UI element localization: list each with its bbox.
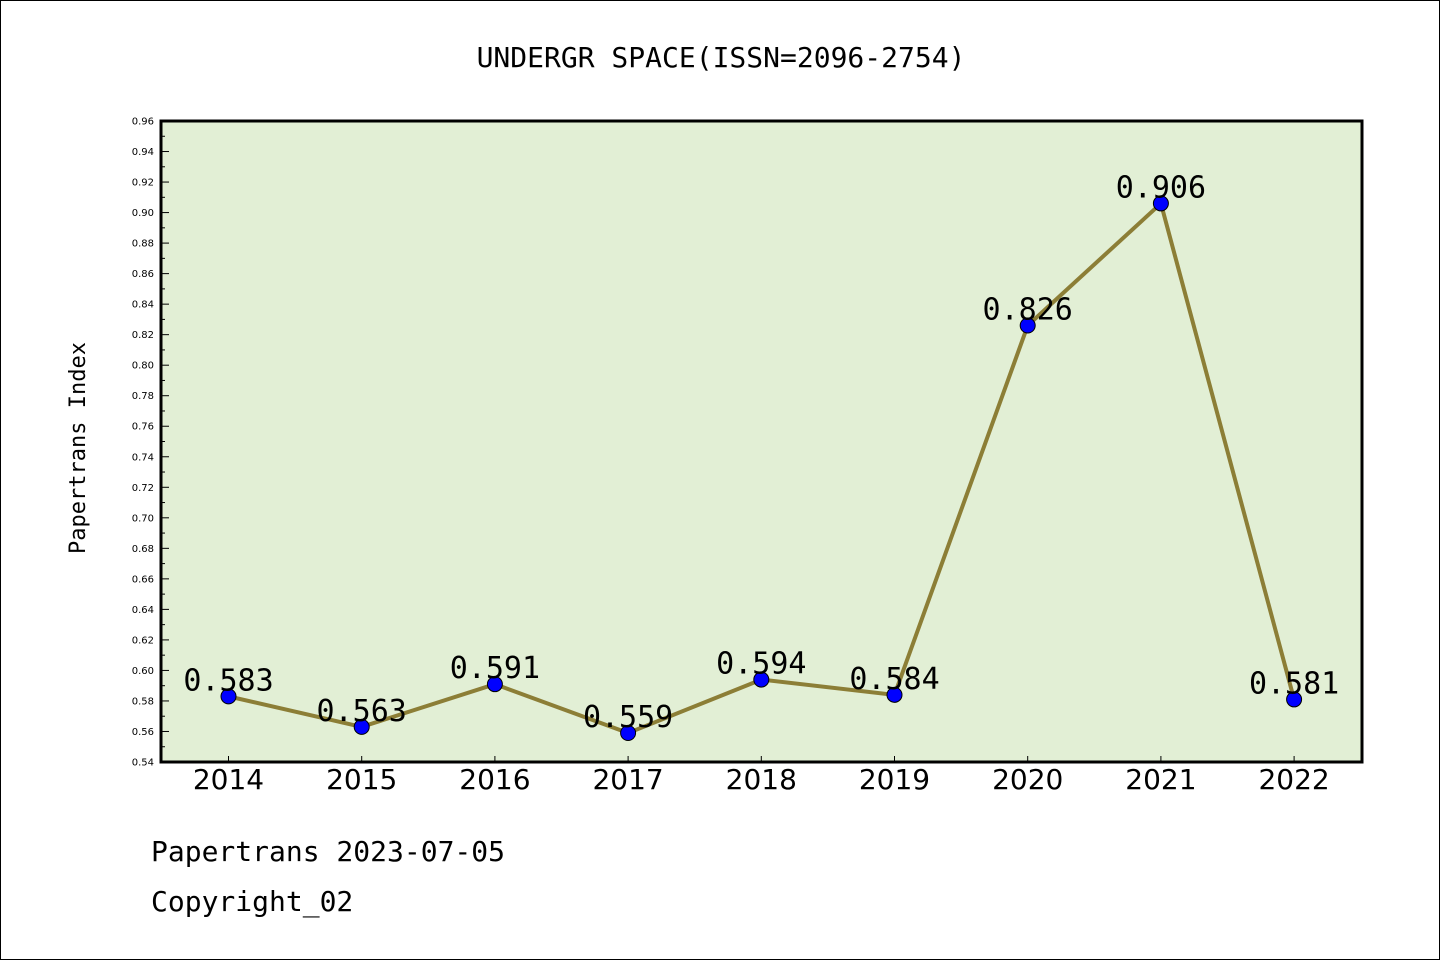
data-label: 0.906 [1116,170,1206,205]
y-tick-label: 0.90 [132,208,154,219]
y-tick-label: 0.60 [132,666,154,677]
y-tick-label: 0.74 [132,452,154,463]
x-tick-label: 2022 [1258,763,1329,796]
data-label: 0.583 [183,663,273,698]
y-tick-label: 0.64 [132,605,154,616]
x-tick-label: 2018 [726,763,797,796]
y-tick-label: 0.72 [132,483,154,494]
data-label: 0.591 [450,651,540,686]
y-tick-label: 0.62 [132,635,154,646]
data-point [1019,317,1036,334]
y-tick-label: 0.88 [132,239,154,250]
data-point [353,718,370,735]
y-axis-label: Papertrans Index [66,342,91,554]
y-tick-label: 0.80 [132,361,154,372]
y-tick-label: 0.84 [132,300,154,311]
data-points-group [220,195,1303,742]
data-label: 0.594 [716,647,806,682]
y-tick-label: 0.68 [132,544,154,555]
data-label: 0.559 [583,700,673,735]
y-tick-label: 0.56 [132,727,154,738]
data-point [486,676,503,693]
y-tick-label: 0.58 [132,696,154,707]
y-tick-label: 0.96 [132,117,154,128]
data-point [753,671,770,688]
data-label: 0.581 [1249,666,1339,701]
x-tick-label: 2014 [193,763,264,796]
y-tick-label: 0.82 [132,330,154,341]
x-tick-label: 2015 [326,763,397,796]
data-point [220,688,237,705]
data-point [1286,691,1303,708]
y-tick-label: 0.76 [132,422,154,433]
y-axis-ticks: 0.54 0.56 0.58 0.60 0.62 0.64 0.66 0.68 0.70 0.72… [132,117,169,769]
data-label: 0.563 [317,694,407,729]
y-tick-label: 0.78 [132,391,154,402]
y-tick-label: 0.94 [132,147,154,158]
y-tick-label: 0.92 [132,178,154,189]
x-tick-label: 2017 [592,763,663,796]
y-tick-label: 0.66 [132,574,154,585]
x-axis-ticks: 2014 2015 2016 2017 2018 2019 2020 2021 2022 [193,756,1330,796]
y-tick-label: 0.54 [132,758,154,769]
footer-date: Papertrans 2023-07-05 [151,835,506,868]
x-tick-label: 2020 [992,763,1063,796]
data-point [620,725,637,742]
y-tick-label: 0.86 [132,269,154,280]
data-label: 0.826 [983,293,1073,328]
data-labels-group: 0.583 0.563 0.591 0.559 0.594 0.584 0.826 0.906… [183,170,1339,735]
y-tick-label: 0.70 [132,513,154,524]
data-point [886,686,903,703]
x-tick-label: 2019 [859,763,930,796]
chart-title: UNDERGR SPACE(ISSN=2096-2754) [477,41,966,74]
x-tick-label: 2016 [459,763,530,796]
plot-area [159,119,1364,764]
data-label: 0.584 [849,662,939,697]
x-tick-label: 2021 [1125,763,1196,796]
footer-copyright: Copyright_02 [151,885,354,918]
data-point [1152,195,1169,212]
